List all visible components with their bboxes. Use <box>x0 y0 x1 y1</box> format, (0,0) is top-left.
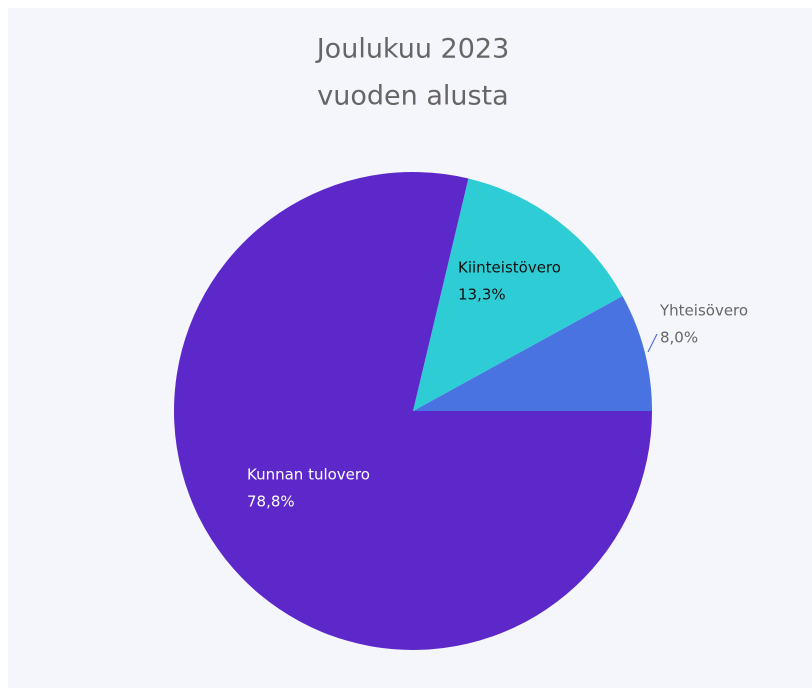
slice-label: Kunnan tulovero <box>247 466 370 484</box>
chart-title: vuoden alusta <box>317 81 508 112</box>
slice-label: Yhteisövero <box>659 302 748 320</box>
slice-value-label: 78,8% <box>247 493 295 511</box>
pie-slice <box>413 178 623 411</box>
leader-line <box>647 333 658 353</box>
slice-value-label: 13,3% <box>458 286 506 304</box>
pie-slice <box>173 172 652 651</box>
slice-value-label: 8,0% <box>660 329 698 347</box>
pie-slice <box>413 295 652 411</box>
chart-title: Joulukuu 2023 <box>315 34 510 65</box>
slice-label: Kiinteistövero <box>458 259 561 277</box>
